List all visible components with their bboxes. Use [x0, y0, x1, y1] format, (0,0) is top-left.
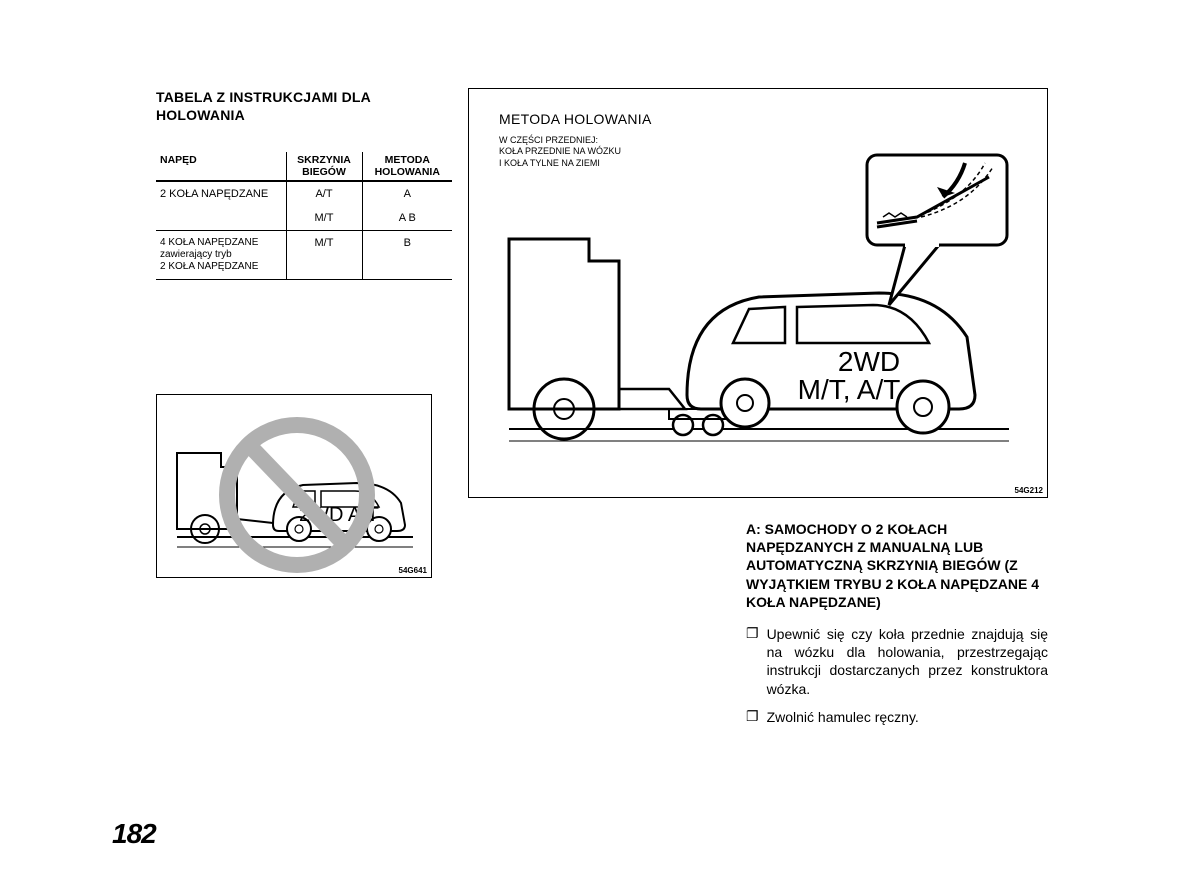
- towing-prohibited-icon: 2WD A/T: [157, 395, 433, 579]
- list-item: ❐ Zwolnić hamulec ręczny.: [746, 708, 1048, 726]
- table-row: M/T A B: [156, 206, 452, 231]
- cell-drive: 2 KOŁA NAPĘDZANE: [156, 181, 286, 206]
- col-header-drive: NAPĘD: [156, 152, 286, 181]
- figure-subtitle: W CZĘŚCI PRZEDNIEJ: KOŁA PRZEDNIE NA WÓZ…: [499, 135, 621, 169]
- figure-code: 54G641: [399, 566, 427, 575]
- col-header-method: METODA HOLOWANIA: [362, 152, 452, 181]
- col-header-gearbox: SKRZYNIA BIEGÓW: [286, 152, 362, 181]
- bullet-text: Zwolnić hamulec ręczny.: [767, 708, 919, 726]
- cell-gearbox: M/T: [286, 231, 362, 280]
- left-column: TABELA Z INSTRUKCJAMI DLA HOLOWANIA NAPĘ…: [156, 88, 456, 578]
- bullet-icon: ❐: [746, 625, 759, 698]
- towing-table: NAPĘD SKRZYNIA BIEGÓW METODA HOLOWANIA 2…: [156, 152, 452, 280]
- table-heading: TABELA Z INSTRUKCJAMI DLA HOLOWANIA: [156, 88, 456, 124]
- table-row: 4 KOŁA NAPĘDZANE zawierający tryb 2 KOŁA…: [156, 231, 452, 280]
- cell-drive: 4 KOŁA NAPĘDZANE zawierający tryb 2 KOŁA…: [156, 231, 286, 280]
- figure-prohibited-towing: 2WD A/T 54G641: [156, 394, 432, 578]
- figure-code: 54G212: [1015, 486, 1043, 495]
- table-row: 2 KOŁA NAPĘDZANE A/T A: [156, 181, 452, 206]
- cell-method: A: [362, 181, 452, 206]
- figure-title: METODA HOLOWANIA: [499, 111, 652, 127]
- list-item: ❐ Upewnić się czy koła przednie znajdują…: [746, 625, 1048, 698]
- cell-method: A B: [362, 206, 452, 231]
- cell-gearbox: M/T: [286, 206, 362, 231]
- figure-towing-method: METODA HOLOWANIA W CZĘŚCI PRZEDNIEJ: KOŁ…: [468, 88, 1048, 498]
- svg-text:2WD: 2WD: [838, 346, 900, 377]
- section-a: A: SAMOCHODY O 2 KOŁACH NAPĘDZANYCH Z MA…: [468, 520, 1048, 736]
- section-a-heading: A: SAMOCHODY O 2 KOŁACH NAPĘDZANYCH Z MA…: [746, 520, 1048, 611]
- cell-method: B: [362, 231, 452, 280]
- page-number: 182: [112, 818, 156, 850]
- cell-gearbox: A/T: [286, 181, 362, 206]
- bullet-list: ❐ Upewnić się czy koła przednie znajdują…: [746, 625, 1048, 726]
- svg-text:M/T, A/T: M/T, A/T: [798, 374, 901, 405]
- right-column: METODA HOLOWANIA W CZĘŚCI PRZEDNIEJ: KOŁ…: [468, 88, 1048, 498]
- cell-drive: [156, 206, 286, 231]
- bullet-icon: ❐: [746, 708, 759, 726]
- bullet-text: Upewnić się czy koła przednie znajdują s…: [767, 625, 1048, 698]
